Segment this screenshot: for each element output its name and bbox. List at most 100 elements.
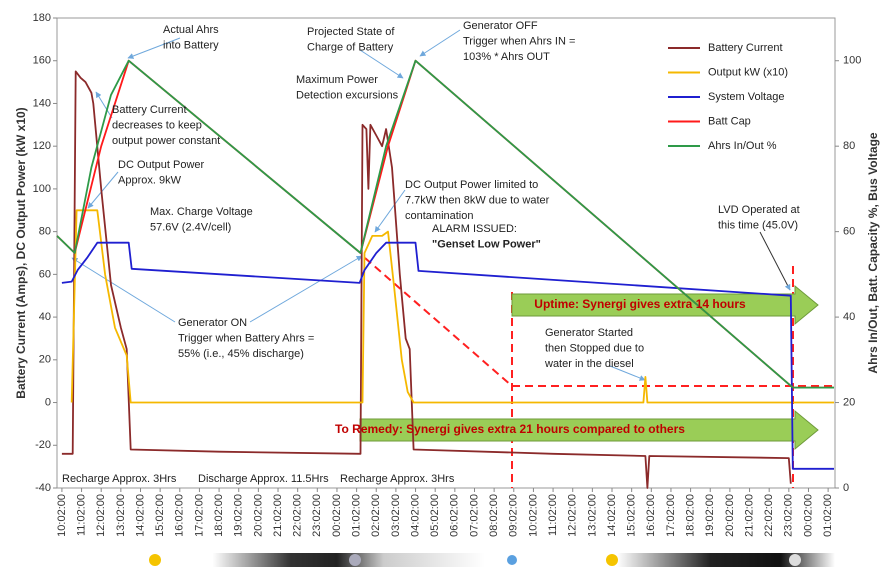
x-tick-label: 07:02:00 [468, 494, 480, 537]
y2-tick-label: 100 [843, 55, 861, 67]
legend-label: System Voltage [708, 91, 784, 103]
callout-text: To Remedy: Synergi gives extra 21 hours … [335, 422, 685, 436]
y-tick-label: 120 [33, 140, 51, 152]
series-line [70, 209, 834, 404]
y2-tick-label: 80 [843, 140, 855, 152]
decorations [57, 29, 835, 567]
y-tick-label: -20 [35, 439, 51, 451]
pointer [127, 37, 181, 59]
moon-icon [789, 554, 801, 566]
sun-icon [606, 554, 618, 566]
cloud-icon [507, 555, 517, 565]
x-tick-label: 00:02:00 [802, 494, 814, 537]
x-tick-label: 16:02:00 [174, 494, 186, 537]
pointer [71, 257, 176, 323]
grid-group [53, 17, 839, 492]
series-line [61, 70, 792, 489]
x-tick-label: 17:02:00 [193, 494, 205, 537]
callout-text: Uptime: Synergi gives extra 14 hours [534, 297, 746, 311]
x-tick-label: 00:02:00 [331, 494, 343, 537]
x-tick-label: 14:02:00 [606, 494, 618, 537]
annotation: Generator OFF [463, 20, 538, 32]
annotation: 57.6V (2.4V/cell) [150, 221, 231, 233]
y-tick-label: 140 [33, 97, 51, 109]
annotation: Recharge Approx. 3Hrs [340, 473, 455, 485]
x-tick-label: 19:02:00 [233, 494, 245, 537]
legend-label: Battery Current [708, 42, 783, 54]
annotation: 55% (i.e., 45% discharge) [178, 348, 304, 360]
series-group [56, 59, 834, 489]
x-tick-label: 22:02:00 [292, 494, 304, 537]
annotation: 7.7kW then 8kW due to water [405, 194, 550, 206]
legend-label: Output kW (x10) [708, 66, 788, 78]
x-tick-label: 21:02:00 [272, 494, 284, 537]
labels-group: -40 -20 0 20 40 60 80 100 120 140 160 180 0 20 40 60 80 1… [33, 12, 862, 537]
annotation: DC Output Power [118, 159, 205, 171]
x-tick-label: 11:02:00 [75, 494, 87, 536]
x-tick-label: 03:02:00 [390, 494, 402, 537]
legend-label: Batt Cap [708, 115, 751, 127]
x-tick-label: 02:02:00 [370, 494, 382, 537]
y2-tick-label: 20 [843, 396, 855, 408]
x-tick-label: 14:02:00 [134, 494, 146, 537]
arrow-remedy [359, 409, 819, 451]
y-tick-label: 160 [33, 55, 51, 67]
annotation: Approx. 9kW [118, 174, 182, 186]
x-tick-label: 20:02:00 [724, 494, 736, 537]
x-tick-label: 10:02:00 [527, 494, 539, 537]
x-tick-label: 18:02:00 [213, 494, 225, 537]
x-tick-label: 09:02:00 [508, 494, 520, 537]
day-night-strip [57, 553, 835, 567]
annotation: output power constant [112, 135, 220, 147]
y2-tick-label: 0 [843, 482, 849, 494]
pointer [759, 231, 791, 291]
x-tick-label: 13:02:00 [115, 494, 127, 537]
sun-icon [149, 554, 161, 566]
x-tick-label: 10:02:00 [56, 494, 68, 537]
x-tick-label: 20:02:00 [252, 494, 264, 537]
annotation: Projected State of [307, 26, 395, 38]
x-tick-label: 01:02:00 [351, 494, 363, 537]
x-tick-label: 15:02:00 [154, 494, 166, 537]
annotation: "Genset Low Power" [432, 238, 541, 250]
x-tick-label: 23:02:00 [311, 494, 323, 537]
annotation: 103% * Ahrs OUT [463, 51, 550, 63]
annotation: Actual Ahrs [163, 24, 219, 36]
x-tick-label: 22:02:00 [763, 494, 775, 537]
y-tick-label: 20 [39, 354, 51, 366]
x-tick-label: 06:02:00 [449, 494, 461, 537]
x-tick-label: 19:02:00 [704, 494, 716, 537]
annotation: then Stopped due to [545, 342, 644, 354]
x-tick-label: 15:02:00 [626, 494, 638, 537]
annotation: Max. Charge Voltage [150, 206, 253, 218]
x-tick-label: 11:02:00 [547, 494, 559, 536]
legend-label: Ahrs In/Out % [708, 140, 777, 152]
y-tick-label: 100 [33, 183, 51, 195]
x-tick-label: 04:02:00 [409, 494, 421, 537]
arrow-uptime [511, 284, 819, 326]
pointer [95, 91, 113, 119]
annotation: LVD Operated at [718, 204, 800, 216]
x-tick-label: 01:02:00 [822, 494, 834, 537]
y-tick-label: -40 [35, 482, 51, 494]
annotation: into Battery [163, 39, 219, 51]
annotation: Charge of Battery [307, 41, 394, 53]
annotation: Recharge Approx. 3Hrs [62, 473, 177, 485]
annotation: Maximum Power [296, 74, 378, 86]
x-tick-label: 13:02:00 [586, 494, 598, 537]
x-tick-label: 23:02:00 [783, 494, 795, 537]
x-tick-label: 12:02:00 [567, 494, 579, 537]
y-tick-label: 60 [39, 268, 51, 280]
series-line [56, 59, 834, 389]
annotation: Trigger when Battery Ahrs = [178, 332, 314, 344]
annotation: Trigger when Ahrs IN = [463, 35, 575, 47]
annotation: decreases to keep [112, 119, 202, 131]
annotation: water in the diesel [544, 358, 634, 370]
series-line [61, 241, 834, 470]
y-tick-label: 40 [39, 311, 51, 323]
x-tick-label: 17:02:00 [665, 494, 677, 537]
x-tick-label: 08:02:00 [488, 494, 500, 537]
annotation: Battery Current [112, 104, 187, 116]
dashed-guide [364, 257, 513, 387]
